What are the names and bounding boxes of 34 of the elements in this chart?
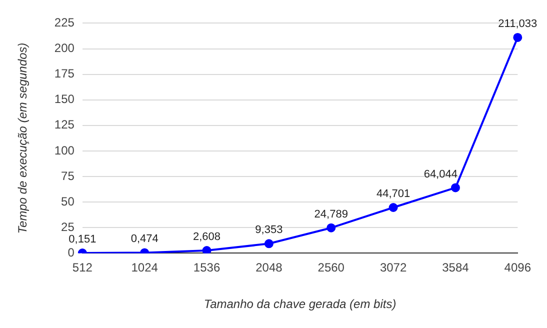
y-tick-label: 25: [61, 220, 75, 234]
x-tick-label: 2560: [318, 260, 345, 275]
point: [202, 246, 212, 254]
y-tick-label: 0: [68, 246, 75, 260]
text: 211,033: [498, 18, 538, 30]
x-tick-label: 4096: [504, 260, 532, 275]
x-tick-label: 2048: [256, 260, 283, 275]
text: 24,789: [314, 208, 348, 220]
point: [513, 32, 522, 42]
point: [326, 223, 336, 232]
y-tick-label: 125: [54, 118, 75, 132]
x-tick-label: 3072: [380, 260, 407, 275]
text: 44,701: [376, 188, 410, 200]
y-tick-label: 225: [54, 16, 75, 30]
y-tick-label: 100: [54, 143, 75, 158]
y-tick-label: 75: [61, 168, 75, 183]
x-tick-label: 1024: [131, 260, 158, 275]
text: 0,151: [68, 234, 96, 246]
y-tick-label: 175: [54, 66, 75, 81]
y-tick-label: 50: [61, 194, 75, 208]
x-tick-label: 1536: [193, 260, 220, 275]
text: 9,353: [255, 224, 283, 236]
y-axis-title: Tempo de execução (em segundos): [16, 42, 30, 234]
text: 0,474: [130, 233, 158, 246]
x-axis-title: Tamanho da chave gerada (em bits): [204, 297, 396, 312]
point: [450, 183, 460, 192]
y-tick-label: 150: [54, 92, 75, 106]
point: [264, 239, 274, 248]
text: 64,044: [424, 168, 458, 180]
x-tick-label: 512: [72, 260, 93, 275]
x-tick-label: 3584: [442, 260, 470, 275]
y-tick-label: 200: [54, 41, 75, 56]
point: [388, 203, 398, 212]
text: 2,608: [193, 231, 221, 244]
